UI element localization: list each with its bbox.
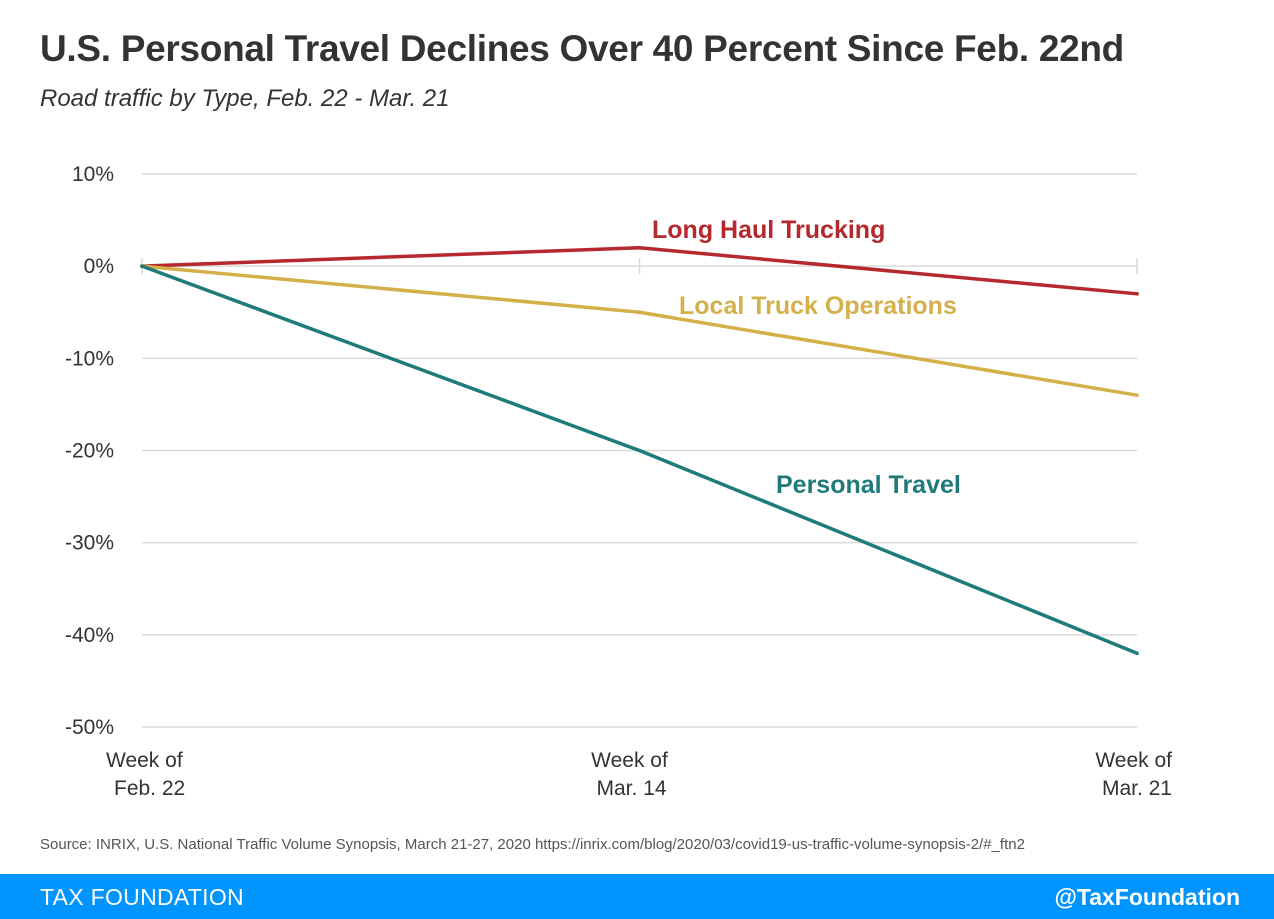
x-tick-label-line: Week of	[106, 749, 183, 772]
x-tick-label-line: Mar. 21	[1102, 777, 1172, 800]
data-point	[1135, 292, 1139, 296]
data-point	[637, 310, 642, 315]
y-tick-label: -10%	[65, 347, 114, 370]
data-point	[1135, 651, 1139, 656]
series-line-personal-travel	[140, 264, 1139, 656]
y-tick-label: -30%	[65, 532, 114, 555]
chart-title: U.S. Personal Travel Declines Over 40 Pe…	[40, 28, 1124, 69]
x-tick-label: Week of Mar. 14	[591, 749, 668, 800]
chart-subtitle: Road traffic by Type, Feb. 22 - Mar. 21	[40, 85, 450, 112]
y-tick-label: 10%	[72, 163, 114, 186]
series-label: Long Haul Trucking	[652, 216, 885, 244]
x-tick-label-line: Feb. 22	[114, 777, 185, 800]
y-tick-label: -40%	[65, 624, 114, 647]
footer-bar: TAX FOUNDATION @TaxFoundation	[0, 874, 1274, 919]
data-point	[637, 245, 642, 250]
y-tick-label: 0%	[84, 255, 114, 278]
y-tick-label: -20%	[65, 440, 114, 463]
data-point	[637, 448, 642, 453]
y-tick-label: -50%	[65, 716, 114, 739]
x-tick-label-line: Week of	[591, 749, 668, 772]
line-chart: 10% 0% -10% -20% -30% -40% -50% Week of Feb. 22…	[65, 163, 1172, 800]
x-tick-label: Week of Feb. 22	[106, 749, 185, 800]
x-tick-label-line: Week of	[1095, 749, 1172, 772]
x-tick-label-line: Mar. 14	[596, 777, 666, 800]
series-label: Personal Travel	[776, 471, 961, 499]
source-note: Source: INRIX, U.S. National Traffic Vol…	[40, 836, 1025, 853]
series-line-local-truck-operations	[140, 264, 1139, 397]
twitter-handle: @TaxFoundation	[1054, 884, 1240, 910]
series-label: Local Truck Operations	[679, 292, 957, 320]
brand-logo-text: TAX FOUNDATION	[40, 884, 244, 910]
data-point	[1135, 393, 1139, 398]
x-tick-label: Week of Mar. 21	[1095, 749, 1172, 800]
data-point	[140, 264, 144, 268]
